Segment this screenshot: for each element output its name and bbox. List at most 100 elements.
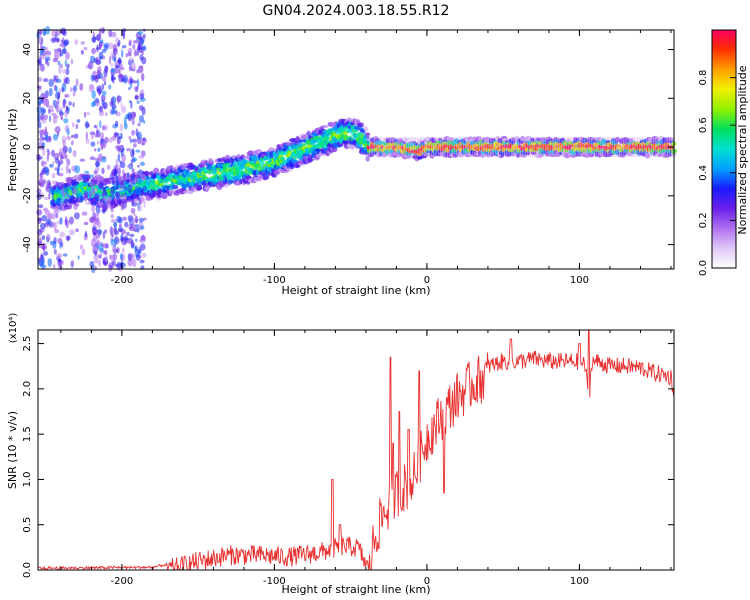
spectrogram-cell (172, 184, 179, 190)
spectrogram-cell (542, 137, 545, 157)
spectrogram-cell (111, 168, 117, 177)
spectrogram-cell (89, 181, 94, 188)
spectrogram-cell (632, 137, 634, 157)
spectrogram-cell (122, 30, 126, 40)
spectrogram-cell (139, 54, 144, 61)
spectrogram-cell (102, 187, 106, 192)
spectrogram-cell (538, 137, 540, 157)
spectrogram-cell (66, 105, 69, 113)
spectrogram-cell (104, 112, 108, 116)
spectrogram-xtick-label: -200 (111, 275, 134, 286)
spectrogram-cell (60, 181, 65, 189)
spectrogram-cell (581, 137, 584, 157)
spectrogram-cell (57, 208, 60, 214)
spectrogram-cell (492, 137, 495, 157)
spectrogram-cell (135, 149, 141, 153)
figure-title: GN04.2024.003.18.55.R12 (263, 3, 450, 19)
spectrogram-cell (142, 186, 147, 191)
spectrogram-cell (101, 192, 105, 198)
spectrogram-cell (38, 36, 44, 45)
spectrogram-cell (137, 78, 140, 88)
spectrogram-cell (52, 161, 55, 165)
spectrogram-cell (81, 248, 86, 256)
spectrogram-cell (38, 259, 43, 267)
spectrogram-cell (73, 133, 79, 139)
spectrogram-cell (403, 137, 405, 157)
spectrogram-cell (474, 137, 476, 157)
spectrogram-cell (138, 200, 142, 205)
spectrogram-cell (648, 137, 650, 157)
spectrogram-cell (72, 85, 78, 92)
spectrogram-cell (609, 137, 611, 157)
spectrogram-cell (112, 185, 115, 192)
spectrogram-cell (426, 137, 428, 157)
colorbar-gradient (712, 30, 736, 268)
spectrogram-cell (65, 219, 70, 229)
spectrogram-cell (101, 167, 105, 175)
spectrogram-cell (410, 137, 412, 157)
snr-xtick-label: 100 (570, 576, 589, 587)
snr-ytick-label: 0.5 (22, 517, 33, 533)
spectrogram-cell (501, 137, 504, 157)
spectrogram-cell (51, 149, 55, 157)
spectrogram-cell (455, 137, 458, 157)
spectrogram-cell (183, 184, 187, 190)
spectrogram-cell (490, 137, 492, 157)
spectrogram-cell (119, 123, 124, 132)
spectrogram-cell (122, 169, 125, 176)
spectrogram-cell (497, 137, 499, 157)
spectrogram-cell (369, 137, 371, 157)
spectrogram-cell (93, 170, 98, 175)
spectrogram-cell (602, 137, 604, 157)
spectrogram-cell (52, 58, 59, 63)
spectrogram-cell (143, 200, 146, 208)
spectrogram-cell (389, 137, 392, 157)
spectrogram-cell (96, 44, 99, 53)
spectrogram-cell (125, 113, 130, 120)
spectrogram-cell (302, 142, 307, 146)
spectrogram-cell (130, 194, 137, 199)
spectrogram-cell (524, 137, 527, 157)
spectrogram-cell (68, 168, 71, 174)
spectrogram-cell (40, 245, 46, 250)
spectrogram-cell (109, 262, 113, 266)
spectrogram-cell (114, 120, 119, 127)
spectrogram-cell (135, 238, 138, 242)
spectrogram-cell (43, 78, 49, 83)
spectrogram-cell (606, 137, 609, 157)
spectrogram-cell (396, 137, 398, 157)
spectrogram-cell (51, 29, 58, 37)
spectrogram-cell (83, 221, 89, 226)
spectrogram-cell (65, 187, 68, 194)
spectrogram-cell (545, 137, 547, 157)
spectrogram-cell (54, 126, 61, 134)
spectrogram-cell (597, 137, 600, 157)
spectrogram-cell (536, 137, 538, 157)
spectrogram-cell (423, 137, 426, 157)
spectrogram-cell (41, 160, 45, 167)
snr-ytick-label: 1.5 (22, 426, 33, 442)
spectrogram-cell (76, 119, 81, 123)
spectrogram-cell (203, 168, 208, 174)
spectrogram-cell (123, 194, 127, 199)
spectrogram-cell (126, 240, 131, 244)
spectrogram-cell (375, 137, 378, 157)
spectrogram-cell (46, 61, 50, 67)
spectrogram-cell (122, 247, 125, 254)
spectrogram-cell (94, 97, 100, 104)
spectrogram-cell (600, 137, 602, 157)
spectrogram-cell (99, 248, 104, 253)
spectrogram-cell (48, 105, 54, 109)
spectrogram-cell (146, 186, 150, 191)
spectrogram-cell (137, 164, 140, 168)
spectrogram-cell (380, 137, 382, 157)
spectrogram-cell (506, 137, 508, 157)
spectrogram-cell (102, 125, 106, 131)
spectrogram-cell (104, 254, 108, 263)
spectrogram-cell (59, 242, 62, 249)
spectrogram-cell (141, 142, 146, 146)
spectrogram-cell (405, 137, 408, 157)
spectrogram-cell (572, 137, 575, 157)
spectrogram-cell (577, 137, 579, 157)
spectrogram-cell (168, 188, 174, 195)
